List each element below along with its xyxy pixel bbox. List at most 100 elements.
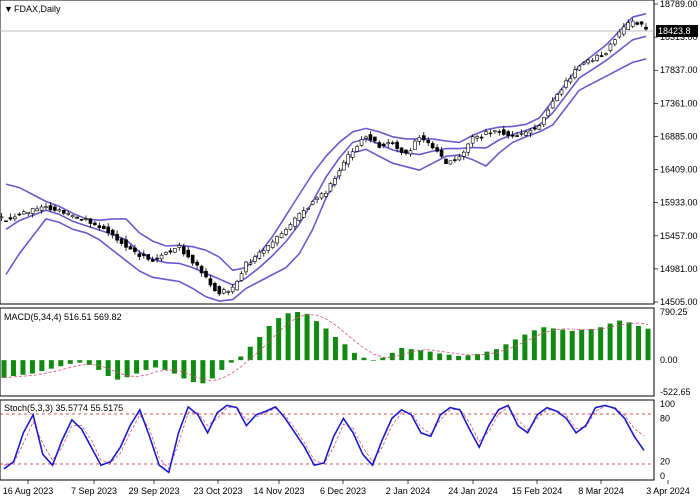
macd-bar xyxy=(342,344,348,361)
macd-bar xyxy=(437,353,443,361)
candle xyxy=(337,167,342,180)
price-panel[interactable] xyxy=(0,0,655,305)
date-tick-label: 15 Feb 2024 xyxy=(512,486,563,496)
candle xyxy=(488,129,493,137)
date-tick-label: 24 Jan 2024 xyxy=(448,486,498,496)
candle xyxy=(426,137,431,146)
macd-bar xyxy=(465,355,471,361)
macd-bar xyxy=(304,313,310,361)
candle xyxy=(377,140,382,149)
candle xyxy=(586,58,591,65)
candle xyxy=(106,223,111,237)
candle xyxy=(404,149,408,156)
date-tick-label: 2 Jan 2024 xyxy=(386,486,431,496)
chart-title-arrow-icon[interactable]: ▼ xyxy=(4,4,13,14)
macd-bar xyxy=(200,360,206,384)
candle xyxy=(395,139,399,153)
macd-axis: 790.25 0.00 -522.65 xyxy=(660,307,691,397)
macd-bar xyxy=(370,360,376,361)
macd-bar xyxy=(550,328,556,361)
candle xyxy=(119,237,124,246)
date-tick-label: 23 Oct 2023 xyxy=(193,486,242,496)
upper-band xyxy=(5,12,647,272)
macd-bar xyxy=(579,329,585,361)
macd-bar xyxy=(257,336,263,361)
macd-bar xyxy=(361,357,367,361)
candle xyxy=(577,64,582,72)
candle xyxy=(457,153,462,162)
macd-bar xyxy=(58,360,64,367)
macd-bar xyxy=(190,360,196,383)
candle xyxy=(484,128,488,136)
macd-bar xyxy=(636,326,642,361)
macd-bar xyxy=(456,355,462,361)
current-price-marker xyxy=(656,25,698,37)
candle xyxy=(453,156,457,163)
macd-bar xyxy=(389,352,395,361)
candle xyxy=(186,246,191,259)
candle xyxy=(346,150,351,168)
candle xyxy=(275,235,279,247)
candle xyxy=(417,134,422,146)
candle xyxy=(141,250,146,259)
date-tick-label: 29 Sep 2023 xyxy=(128,486,179,496)
candle xyxy=(137,250,142,261)
macd-tick-label: 0.00 xyxy=(660,355,678,365)
candle xyxy=(128,244,133,250)
candle xyxy=(239,271,244,282)
date-tick-label: 7 Sep 2023 xyxy=(71,486,117,496)
macd-bar xyxy=(351,352,357,361)
candle xyxy=(608,42,613,53)
candle xyxy=(590,57,595,63)
price-tick-label: 16885.00 xyxy=(660,131,698,141)
candle xyxy=(0,212,4,221)
candle xyxy=(515,132,519,137)
macd-bar xyxy=(247,346,253,361)
candle xyxy=(555,93,559,102)
candle xyxy=(493,130,497,135)
candle xyxy=(319,192,324,200)
candle xyxy=(204,267,208,279)
candle xyxy=(506,129,511,139)
price-tick-label: 17837.00 xyxy=(660,65,698,75)
candle xyxy=(4,220,8,223)
price-tick-label: 18789.00 xyxy=(660,0,698,9)
price-tick-label: 14981.00 xyxy=(660,264,698,274)
macd-bar xyxy=(512,339,518,361)
macd-bar xyxy=(266,326,272,361)
macd-bar xyxy=(475,354,481,361)
price-tick-label: 14505.00 xyxy=(660,297,698,307)
candle xyxy=(217,285,222,297)
candle xyxy=(639,21,644,27)
stoch-label: Stoch(5,3,3) 35.5774 55.5175 xyxy=(4,403,123,413)
candle xyxy=(115,230,119,244)
macd-bar xyxy=(10,360,16,376)
macd-bar xyxy=(219,360,225,370)
candle xyxy=(88,218,93,228)
stoch-panel[interactable] xyxy=(0,399,655,481)
candle xyxy=(635,21,639,26)
candle xyxy=(595,53,599,62)
candle xyxy=(439,146,444,158)
candle xyxy=(564,77,568,90)
candle xyxy=(168,247,173,255)
macd-bar xyxy=(115,360,121,380)
macd-bar xyxy=(77,360,83,363)
price-tick-label: 15457.00 xyxy=(660,231,698,241)
candle xyxy=(430,141,435,150)
macd-bar xyxy=(276,318,282,361)
candlesticks xyxy=(0,18,648,297)
candle xyxy=(501,125,506,136)
candle xyxy=(270,239,275,249)
macd-bar xyxy=(626,322,632,361)
stoch-tick-label: 100 xyxy=(660,399,675,409)
candle xyxy=(350,148,355,161)
candle xyxy=(181,243,186,257)
candle xyxy=(368,131,373,143)
candle xyxy=(213,281,217,292)
candle xyxy=(13,213,17,222)
candle xyxy=(26,211,31,217)
candle xyxy=(235,279,239,291)
candle xyxy=(53,204,57,212)
